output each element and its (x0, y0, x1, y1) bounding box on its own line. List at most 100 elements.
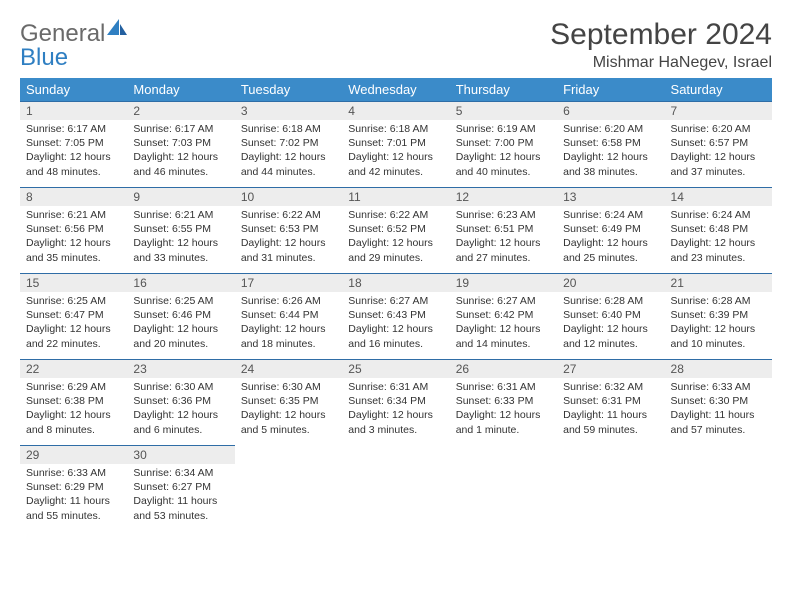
sunset-line: Sunset: 6:48 PM (671, 222, 766, 236)
sunrise-line: Sunrise: 6:34 AM (133, 466, 228, 480)
sunset-line: Sunset: 6:47 PM (26, 308, 121, 322)
day-details: Sunrise: 6:25 AMSunset: 6:46 PMDaylight:… (127, 292, 234, 355)
daylight-line: Daylight: 12 hours and 22 minutes. (26, 322, 121, 350)
day-cell: 3Sunrise: 6:18 AMSunset: 7:02 PMDaylight… (235, 102, 342, 188)
sunset-line: Sunset: 6:49 PM (563, 222, 658, 236)
sunset-line: Sunset: 7:00 PM (456, 136, 551, 150)
day-number: 20 (557, 274, 664, 292)
sunset-line: Sunset: 6:38 PM (26, 394, 121, 408)
daylight-line: Daylight: 11 hours and 53 minutes. (133, 494, 228, 522)
day-details: Sunrise: 6:29 AMSunset: 6:38 PMDaylight:… (20, 378, 127, 441)
day-details: Sunrise: 6:24 AMSunset: 6:48 PMDaylight:… (665, 206, 772, 269)
day-details: Sunrise: 6:22 AMSunset: 6:53 PMDaylight:… (235, 206, 342, 269)
empty-cell (450, 446, 557, 532)
sunset-line: Sunset: 6:27 PM (133, 480, 228, 494)
sunrise-line: Sunrise: 6:24 AM (563, 208, 658, 222)
title-block: September 2024 Mishmar HaNegev, Israel (550, 18, 772, 72)
sunset-line: Sunset: 6:39 PM (671, 308, 766, 322)
daylight-line: Daylight: 12 hours and 37 minutes. (671, 150, 766, 178)
day-number: 17 (235, 274, 342, 292)
day-details: Sunrise: 6:33 AMSunset: 6:29 PMDaylight:… (20, 464, 127, 527)
day-details: Sunrise: 6:32 AMSunset: 6:31 PMDaylight:… (557, 378, 664, 441)
day-details: Sunrise: 6:31 AMSunset: 6:34 PMDaylight:… (342, 378, 449, 441)
daylight-line: Daylight: 12 hours and 6 minutes. (133, 408, 228, 436)
day-details: Sunrise: 6:17 AMSunset: 7:05 PMDaylight:… (20, 120, 127, 183)
empty-cell (665, 446, 772, 532)
empty-cell (557, 446, 664, 532)
day-number: 25 (342, 360, 449, 378)
day-number: 30 (127, 446, 234, 464)
sunrise-line: Sunrise: 6:31 AM (456, 380, 551, 394)
day-details: Sunrise: 6:33 AMSunset: 6:30 PMDaylight:… (665, 378, 772, 441)
day-number: 15 (20, 274, 127, 292)
logo-text-1: General (20, 20, 105, 47)
day-details: Sunrise: 6:31 AMSunset: 6:33 PMDaylight:… (450, 378, 557, 441)
sunset-line: Sunset: 6:57 PM (671, 136, 766, 150)
daylight-line: Daylight: 12 hours and 46 minutes. (133, 150, 228, 178)
weekday-header: Thursday (450, 78, 557, 102)
day-number: 27 (557, 360, 664, 378)
day-cell: 19Sunrise: 6:27 AMSunset: 6:42 PMDayligh… (450, 274, 557, 360)
daylight-line: Daylight: 12 hours and 40 minutes. (456, 150, 551, 178)
daylight-line: Daylight: 12 hours and 8 minutes. (26, 408, 121, 436)
day-details: Sunrise: 6:27 AMSunset: 6:43 PMDaylight:… (342, 292, 449, 355)
sunrise-line: Sunrise: 6:21 AM (133, 208, 228, 222)
day-details: Sunrise: 6:21 AMSunset: 6:56 PMDaylight:… (20, 206, 127, 269)
day-number: 6 (557, 102, 664, 120)
sunset-line: Sunset: 6:29 PM (26, 480, 121, 494)
sunset-line: Sunset: 6:53 PM (241, 222, 336, 236)
day-number: 13 (557, 188, 664, 206)
day-number: 14 (665, 188, 772, 206)
sunrise-line: Sunrise: 6:21 AM (26, 208, 121, 222)
daylight-line: Daylight: 12 hours and 23 minutes. (671, 236, 766, 264)
weekday-header: Saturday (665, 78, 772, 102)
day-number: 5 (450, 102, 557, 120)
day-cell: 14Sunrise: 6:24 AMSunset: 6:48 PMDayligh… (665, 188, 772, 274)
sunrise-line: Sunrise: 6:27 AM (456, 294, 551, 308)
sunrise-line: Sunrise: 6:29 AM (26, 380, 121, 394)
daylight-line: Daylight: 12 hours and 38 minutes. (563, 150, 658, 178)
sunrise-line: Sunrise: 6:24 AM (671, 208, 766, 222)
day-number: 10 (235, 188, 342, 206)
daylight-line: Daylight: 12 hours and 20 minutes. (133, 322, 228, 350)
logo: GeneralBlue (20, 18, 129, 70)
weekday-header: Wednesday (342, 78, 449, 102)
sunset-line: Sunset: 6:36 PM (133, 394, 228, 408)
daylight-line: Daylight: 12 hours and 18 minutes. (241, 322, 336, 350)
sunset-line: Sunset: 6:44 PM (241, 308, 336, 322)
day-cell: 18Sunrise: 6:27 AMSunset: 6:43 PMDayligh… (342, 274, 449, 360)
day-cell: 11Sunrise: 6:22 AMSunset: 6:52 PMDayligh… (342, 188, 449, 274)
day-cell: 16Sunrise: 6:25 AMSunset: 6:46 PMDayligh… (127, 274, 234, 360)
sunrise-line: Sunrise: 6:20 AM (671, 122, 766, 136)
sunset-line: Sunset: 6:46 PM (133, 308, 228, 322)
day-details: Sunrise: 6:28 AMSunset: 6:39 PMDaylight:… (665, 292, 772, 355)
day-number: 28 (665, 360, 772, 378)
day-cell: 15Sunrise: 6:25 AMSunset: 6:47 PMDayligh… (20, 274, 127, 360)
sunrise-line: Sunrise: 6:28 AM (563, 294, 658, 308)
day-cell: 9Sunrise: 6:21 AMSunset: 6:55 PMDaylight… (127, 188, 234, 274)
day-cell: 2Sunrise: 6:17 AMSunset: 7:03 PMDaylight… (127, 102, 234, 188)
sunrise-line: Sunrise: 6:33 AM (26, 466, 121, 480)
day-details: Sunrise: 6:27 AMSunset: 6:42 PMDaylight:… (450, 292, 557, 355)
sunset-line: Sunset: 6:51 PM (456, 222, 551, 236)
daylight-line: Daylight: 12 hours and 44 minutes. (241, 150, 336, 178)
day-details: Sunrise: 6:30 AMSunset: 6:35 PMDaylight:… (235, 378, 342, 441)
sunrise-line: Sunrise: 6:32 AM (563, 380, 658, 394)
sunrise-line: Sunrise: 6:20 AM (563, 122, 658, 136)
day-cell: 21Sunrise: 6:28 AMSunset: 6:39 PMDayligh… (665, 274, 772, 360)
day-cell: 26Sunrise: 6:31 AMSunset: 6:33 PMDayligh… (450, 360, 557, 446)
day-number: 18 (342, 274, 449, 292)
day-cell: 30 Sunrise: 6:34 AMSunset: 6:27 PMDayligh… (127, 446, 234, 532)
daylight-line: Daylight: 12 hours and 3 minutes. (348, 408, 443, 436)
calendar-week-row: 29Sunrise: 6:33 AMSunset: 6:29 PMDayligh… (20, 446, 772, 532)
sunset-line: Sunset: 6:40 PM (563, 308, 658, 322)
sunrise-line: Sunrise: 6:22 AM (241, 208, 336, 222)
sunset-line: Sunset: 6:33 PM (456, 394, 551, 408)
day-number: 4 (342, 102, 449, 120)
day-cell: 24Sunrise: 6:30 AMSunset: 6:35 PMDayligh… (235, 360, 342, 446)
daylight-line: Daylight: 12 hours and 5 minutes. (241, 408, 336, 436)
sunset-line: Sunset: 6:58 PM (563, 136, 658, 150)
sunrise-line: Sunrise: 6:23 AM (456, 208, 551, 222)
day-cell: 7Sunrise: 6:20 AMSunset: 6:57 PMDaylight… (665, 102, 772, 188)
daylight-line: Daylight: 12 hours and 16 minutes. (348, 322, 443, 350)
